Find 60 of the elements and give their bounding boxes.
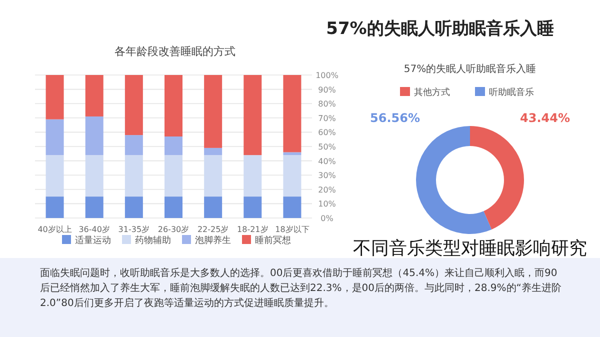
y-tick-label: 40% (318, 156, 336, 166)
bar (283, 196, 302, 218)
bar (124, 155, 143, 197)
text: 不同音乐类型对睡眠影响研究 (353, 238, 587, 259)
bar (283, 75, 302, 152)
bar (204, 155, 222, 197)
bar (283, 155, 302, 197)
text: 57%的失眠人听助眠音乐入睡 (326, 19, 554, 39)
bar (204, 75, 222, 148)
bar (85, 116, 104, 156)
y-tick-label: 90% (318, 85, 336, 94)
x-tick-label: 22-25岁 (197, 225, 229, 234)
y-tick-label: 80% (318, 100, 336, 109)
data-label: 43.44% (520, 111, 570, 125)
y-tick-label: 0% (320, 214, 334, 223)
bar (244, 155, 262, 197)
bar (204, 148, 222, 156)
bar (283, 152, 302, 156)
bar (204, 196, 222, 218)
x-tick-label: 31-35岁 (118, 225, 150, 234)
bar (85, 75, 104, 116)
legend-label: 其他方式 (414, 87, 450, 98)
y-tick-label: 70% (318, 114, 336, 123)
chart-title: 57%的失眠人听助眠音乐入睡 (404, 63, 536, 75)
y-tick-label: 60% (318, 128, 336, 138)
y-tick-label: 30% (318, 171, 336, 180)
bar (85, 196, 104, 218)
bar (46, 155, 64, 197)
y-tick-label: 20% (318, 185, 336, 194)
bar (85, 155, 104, 197)
bar (244, 196, 262, 218)
x-tick-label: 18岁以下 (275, 225, 310, 234)
bar (164, 75, 182, 136)
y-tick-label: 100% (316, 71, 339, 80)
bar (124, 75, 143, 136)
legend-label: 睡前冥想 (255, 235, 291, 246)
legend-label: 听助眠音乐 (489, 87, 534, 98)
x-tick-label: 26-30岁 (158, 225, 190, 234)
text: 面临失眠问题时，收听助眠音乐是大多数人的选择。00后更喜欢借助于睡前冥想（45.4%）来让自己顺利入眠，而90后已经悄然加入了养生大军，睡前泡脚缓解失眠的人数已达到22.3%，是00后的两倍。与此同时，28.9%的“养生进阶2.0”80后们更多开启了夜跑等适量运动的方式促进睡眠质量提升。 (40, 266, 562, 311)
y-tick-label: 50% (318, 142, 336, 152)
donut-slice (470, 126, 524, 230)
bar (124, 135, 143, 156)
legend-label: 药物辅助 (135, 235, 171, 246)
bar (164, 155, 182, 197)
bar (46, 196, 64, 218)
bar (164, 196, 182, 218)
legend-label: 泡脚养生 (195, 235, 231, 246)
x-tick-label: 18-21岁 (237, 225, 268, 234)
donut-slice (416, 126, 492, 234)
x-tick-label: 36-40岁 (78, 225, 110, 234)
chart-title: 各年龄段改善睡眠的方式 (114, 45, 236, 58)
bar (164, 136, 182, 156)
y-tick-label: 10% (318, 200, 336, 209)
bar (46, 75, 64, 120)
bar (46, 119, 64, 156)
legend-label: 适量运动 (75, 235, 111, 246)
x-tick-label: 40岁以上 (38, 225, 72, 234)
bar (244, 75, 262, 156)
data-label: 56.56% (370, 111, 420, 125)
bar (124, 196, 143, 218)
